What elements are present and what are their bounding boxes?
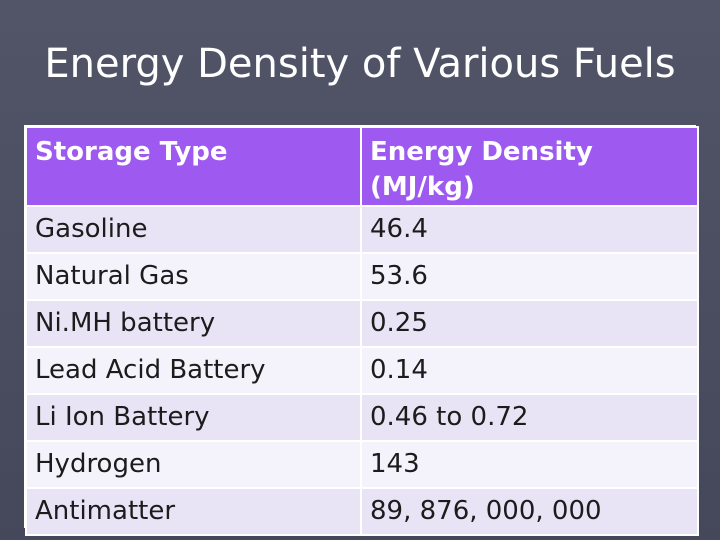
header-storage-type: Storage Type	[25, 126, 362, 207]
table-row: Hydrogen 143	[25, 440, 699, 489]
table-row: Lead Acid Battery 0.14	[25, 346, 699, 395]
energy-density-cell: 46.4	[360, 205, 699, 254]
table-header-row: Storage Type Energy Density (MJ/kg)	[25, 126, 699, 207]
table-row: Gasoline 46.4	[25, 205, 699, 254]
storage-type-cell: Lead Acid Battery	[25, 346, 362, 395]
table-row: Ni.MH battery 0.25	[25, 299, 699, 348]
storage-type-cell: Natural Gas	[25, 252, 362, 301]
storage-type-cell: Hydrogen	[25, 440, 362, 489]
storage-type-cell: Li Ion Battery	[25, 393, 362, 442]
data-table: Storage Type Energy Density (MJ/kg) Gaso…	[25, 126, 699, 536]
energy-density-cell: 0.14	[360, 346, 699, 395]
table-row: Li Ion Battery 0.46 to 0.72	[25, 393, 699, 442]
header-energy-density: Energy Density (MJ/kg)	[360, 126, 699, 207]
storage-type-cell: Antimatter	[25, 487, 362, 536]
energy-density-table: Storage Type Energy Density (MJ/kg) Gaso…	[24, 125, 699, 536]
energy-density-cell: 53.6	[360, 252, 699, 301]
table-row: Antimatter 89, 876, 000, 000	[25, 487, 699, 536]
energy-density-cell: 89, 876, 000, 000	[360, 487, 699, 536]
energy-density-cell: 143	[360, 440, 699, 489]
energy-density-cell: 0.25	[360, 299, 699, 348]
slide-title: Energy Density of Various Fuels	[44, 41, 676, 87]
table-row: Natural Gas 53.6	[25, 252, 699, 301]
storage-type-cell: Ni.MH battery	[25, 299, 362, 348]
storage-type-cell: Gasoline	[25, 205, 362, 254]
energy-density-cell: 0.46 to 0.72	[360, 393, 699, 442]
